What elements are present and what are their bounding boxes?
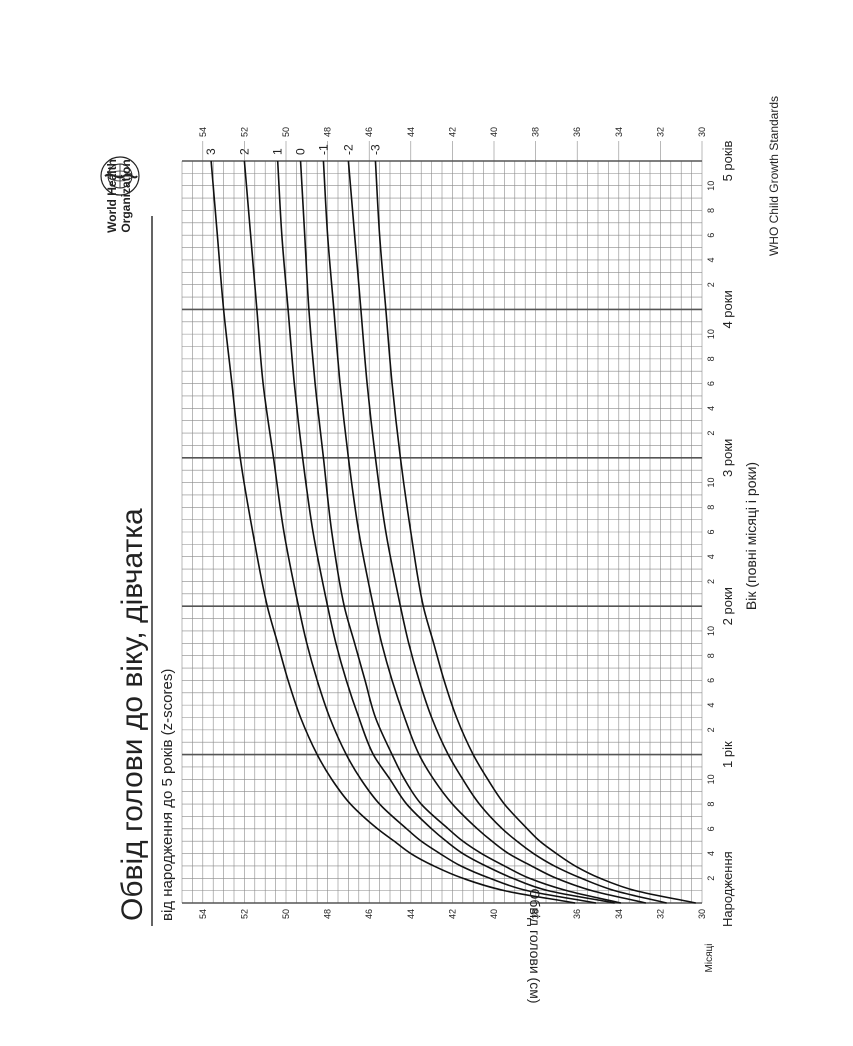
chart-subtitle: від народження до 5 років (z-scores) — [159, 669, 176, 921]
y-tick-label-left: 48 — [323, 909, 333, 919]
y-tick-label-left: 34 — [614, 909, 624, 919]
chart-title: Обвід голови до віку, дівчатка — [116, 508, 149, 921]
y-tick-label-left: 40 — [489, 909, 499, 919]
x-year-label: 2 роки — [720, 587, 735, 625]
y-tick-label-left: 44 — [406, 909, 416, 919]
x-tick-month: 6 — [706, 233, 716, 238]
y-tick-label-left: 32 — [655, 909, 665, 919]
x-tick-month: 10 — [706, 626, 716, 636]
months-label: Місяці — [704, 944, 715, 973]
x-tick-month: 4 — [706, 554, 716, 559]
series-label: -1 — [316, 144, 330, 155]
y-tick-label-right: 32 — [655, 127, 665, 137]
x-tick-month: 10 — [706, 329, 716, 339]
x-tick-month: 6 — [706, 529, 716, 534]
x-tick-month: 2 — [706, 282, 716, 287]
y-tick-label-left: 52 — [239, 909, 249, 919]
x-tick-month: 10 — [706, 181, 716, 191]
x-tick-month: 6 — [706, 381, 716, 386]
y-tick-label-right: 40 — [489, 127, 499, 137]
z-score-curve — [322, 160, 647, 904]
series-label: -3 — [368, 144, 382, 155]
x-tick-month: 2 — [706, 579, 716, 584]
x-year-label: 1 рік — [720, 741, 735, 768]
axis-ticks: 3030323234343636383840404242444446464848… — [198, 127, 735, 927]
y-tick-label-left: 54 — [198, 909, 208, 919]
x-year-label: 3 роки — [720, 439, 735, 477]
y-tick-label-right: 30 — [697, 127, 707, 137]
z-score-curve — [374, 160, 696, 904]
y-tick-label-right: 42 — [447, 127, 457, 137]
z-score-curves — [210, 160, 696, 904]
series-label: 3 — [204, 148, 218, 155]
x-tick-month: 8 — [706, 505, 716, 510]
org-name-line2: Organization — [119, 159, 133, 232]
x-tick-month: 4 — [706, 703, 716, 708]
z-score-curve — [299, 160, 622, 904]
x-tick-month: 8 — [706, 653, 716, 658]
x-year-label: 5 років — [720, 141, 735, 182]
x-tick-month: 2 — [706, 876, 716, 881]
series-label: -2 — [341, 144, 355, 155]
x-tick-month: 8 — [706, 802, 716, 807]
x-tick-month: 6 — [706, 826, 716, 831]
z-score-curve — [276, 160, 615, 904]
y-tick-label-left: 38 — [531, 909, 541, 919]
series-label: 2 — [237, 148, 251, 155]
x-tick-month: 8 — [706, 356, 716, 361]
x-axis-label: Вік (повні місяці і роки) — [743, 462, 759, 610]
y-tick-label-left: 46 — [364, 909, 374, 919]
who-emblem-icon — [100, 156, 140, 196]
series-label: 1 — [271, 148, 285, 155]
y-tick-label-left: 36 — [572, 909, 582, 919]
x-tick-month: 10 — [706, 478, 716, 488]
x-year-label: Народження — [720, 851, 735, 927]
y-tick-label-right: 34 — [614, 127, 624, 137]
x-tick-month: 4 — [706, 851, 716, 856]
z-score-curve — [210, 160, 576, 904]
y-tick-label-right: 36 — [572, 127, 582, 137]
y-tick-label-left: 50 — [281, 909, 291, 919]
org-name-line1: World Health — [105, 159, 119, 233]
series-labels: 3 2 1 0 -1 -2 -3 — [204, 144, 382, 155]
y-tick-label-right: 54 — [198, 127, 208, 137]
y-tick-label-right: 46 — [364, 127, 374, 137]
x-tick-month: 2 — [706, 727, 716, 732]
y-tick-label-left: 30 — [697, 909, 707, 919]
footer-source: WHO Child Growth Standards — [767, 96, 781, 256]
x-tick-month: 4 — [706, 406, 716, 411]
z-score-curve — [347, 160, 667, 904]
y-tick-label-right: 44 — [406, 127, 416, 137]
y-tick-label-right: 48 — [323, 127, 333, 137]
y-tick-label-right: 38 — [531, 127, 541, 137]
x-tick-month: 8 — [706, 208, 716, 213]
rotated-page: 3030323234343636383840404242444446464848… — [100, 96, 781, 1004]
x-year-label: 4 роки — [720, 290, 735, 328]
y-axis-label: Обвід голови (см) — [527, 888, 543, 1003]
grid-major — [182, 160, 702, 904]
x-tick-month: 6 — [706, 678, 716, 683]
y-tick-label-right: 50 — [281, 127, 291, 137]
z-score-curve — [243, 160, 597, 904]
y-tick-label-right: 52 — [239, 127, 249, 137]
x-tick-month: 4 — [706, 257, 716, 262]
x-tick-month: 2 — [706, 431, 716, 436]
x-tick-month: 10 — [706, 774, 716, 784]
grid-minor — [181, 141, 703, 903]
y-tick-label-left: 42 — [447, 909, 457, 919]
series-label: 0 — [294, 148, 308, 155]
